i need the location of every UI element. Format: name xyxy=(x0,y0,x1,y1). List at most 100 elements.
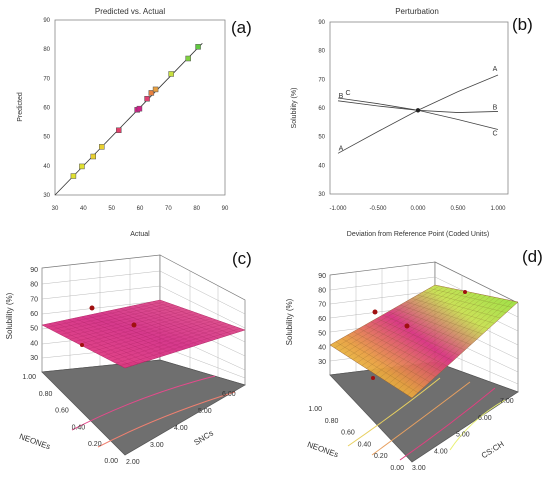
panel-d-xlabel: CS:CH xyxy=(480,439,506,460)
panel-b-y-tick-label: 90 xyxy=(318,20,325,26)
panel-b-xlabel: Deviation from Reference Point (Coded Un… xyxy=(347,231,489,238)
panel-d-y-tick-label: 1.00 xyxy=(308,406,322,413)
panel-a-data-point xyxy=(195,44,201,50)
panel-b-letter: (b) xyxy=(512,15,533,34)
panel-c-z-tick-label: 30 xyxy=(30,355,38,362)
panel-a-data-point xyxy=(99,144,105,150)
panel-a-fit-line xyxy=(54,43,203,196)
panel-a-x-tick-label: 90 xyxy=(222,206,229,212)
panel-d-ylabel: NEONEs xyxy=(306,440,340,460)
panel-a-y-tick-label: 50 xyxy=(43,135,50,141)
panel-d-z-tick-label: 30 xyxy=(318,359,326,366)
panel-a-x-tick-label: 50 xyxy=(108,206,115,212)
panel-a-y-tick-label: 70 xyxy=(43,76,50,82)
panel-b: Perturbation -1.000 -0.500 0.000 0.500 1.000… xyxy=(291,7,533,238)
panel-d-contour-3 xyxy=(399,387,496,461)
panel-c-contour-1 xyxy=(71,375,216,431)
panel-c-z-tick-label: 70 xyxy=(30,296,38,303)
panel-a-data-point xyxy=(136,105,143,112)
panel-b-y-tick-label: 70 xyxy=(318,77,325,83)
panel-a-data-point xyxy=(144,96,150,102)
panel-a-x-tick-label: 60 xyxy=(137,206,144,212)
panel-c-z-tick-label: 40 xyxy=(30,340,38,347)
panel-b-y-tick-label: 40 xyxy=(318,163,325,169)
panel-d-design-point xyxy=(463,290,467,294)
panel-c-y-tick-label: 1.00 xyxy=(22,374,36,381)
panel-a-y-tick-label: 60 xyxy=(43,106,50,112)
panel-c-design-point xyxy=(131,322,137,328)
panel-d-x-tick-label: 3.00 xyxy=(412,465,426,472)
panel-b-series-label-end: B xyxy=(493,104,498,111)
panel-a-data-point xyxy=(168,71,174,77)
panel-d-letter: (d) xyxy=(522,247,543,266)
panel-a-x-tick-label: 30 xyxy=(52,206,59,212)
panel-d-surface-mesh xyxy=(334,285,514,396)
panel-a-data-point xyxy=(70,173,77,179)
panel-a-data-point xyxy=(90,153,96,160)
panel-d-y-tick-label: 0.80 xyxy=(325,418,339,425)
panel-c-z-tick-label: 90 xyxy=(30,267,38,274)
panel-a-x-tick-label: 80 xyxy=(193,206,200,212)
panel-c-z-tick-label: 80 xyxy=(30,282,38,289)
panel-d-contour-1 xyxy=(347,377,441,447)
panel-d-x-tick-label: 5.00 xyxy=(456,432,470,439)
panel-a-ylabel: Predicted xyxy=(17,92,24,122)
panel-b-series-label-end: C xyxy=(492,131,497,138)
panel-c-y-tick-label: 0.40 xyxy=(72,424,86,431)
panel-d-y-tick-label: 0.40 xyxy=(358,441,372,448)
panel-d-z-tick-label: 90 xyxy=(318,273,326,280)
panel-a-y-tick-label: 90 xyxy=(43,18,50,24)
panel-a-data-point xyxy=(116,127,122,133)
panel-a-data-point xyxy=(148,90,155,96)
panel-c-z-tick-label: 50 xyxy=(30,326,38,333)
panel-b-y-tick-label: 30 xyxy=(318,192,325,198)
panel-b-title: Perturbation xyxy=(395,7,439,16)
panel-d-contour-2 xyxy=(371,381,471,456)
panel-d-z-tick-label: 60 xyxy=(318,316,326,323)
panel-d-design-point xyxy=(404,323,410,329)
panel-c-x-tick-label: 5.00 xyxy=(198,408,212,415)
panel-c-zlabel: Solubility (%) xyxy=(5,292,14,339)
panel-c-y-tick-label: 0.80 xyxy=(39,391,53,398)
panel-b-series-label-start: C xyxy=(345,90,350,97)
panel-b-series-label-start: B xyxy=(339,93,344,100)
panel-d-y-tick-label: 0.00 xyxy=(390,465,404,472)
panel-a-xlabel: Actual xyxy=(130,231,150,238)
panel-d-z-tick-label: 50 xyxy=(318,330,326,337)
panel-c-letter: (c) xyxy=(232,249,252,268)
panel-a-y-tick-label: 80 xyxy=(43,47,50,53)
panel-c-y-tick-label: 0.00 xyxy=(104,458,118,465)
panel-a-data-point xyxy=(79,163,85,170)
panel-c-z-tick-label: 60 xyxy=(30,311,38,318)
panel-b-x-tick-label: 1.000 xyxy=(490,206,506,212)
panel-a-letter: (a) xyxy=(231,18,252,37)
panel-b-x-tick-label: -0.500 xyxy=(369,206,387,212)
panel-b-ylabel: Solubility (%) xyxy=(291,88,298,129)
panel-d-z-tick-label: 40 xyxy=(318,345,326,352)
panel-b-x-tick-label: -1.000 xyxy=(329,206,347,212)
panel-c-ylabel: NEONEs xyxy=(18,432,52,452)
panel-c-surface-mesh xyxy=(46,301,241,367)
panel-b-plot-frame xyxy=(329,21,509,195)
panel-b-y-tick-label: 60 xyxy=(318,106,325,112)
panel-a-title: Predicted vs. Actual xyxy=(95,7,165,16)
panel-c-x-tick-label: 3.00 xyxy=(150,442,164,449)
panel-d-contour-4 xyxy=(449,399,506,451)
panel-d-design-point xyxy=(372,309,378,315)
panel-b-x-tick-label: 0.500 xyxy=(450,206,466,212)
panel-c-x-tick-label: 6.00 xyxy=(222,391,236,398)
panel-a-x-tick-label: 70 xyxy=(165,206,172,212)
panel-a-data-point xyxy=(185,55,191,62)
panel-b-y-tick-label: 50 xyxy=(318,135,325,141)
panel-b-series-a xyxy=(337,74,499,154)
panel-a-x-tick-label: 40 xyxy=(80,206,87,212)
panel-d-z-tick-label: 70 xyxy=(318,302,326,309)
panel-d-x-tick-label: 6.00 xyxy=(478,415,492,422)
panel-d-z-tick-label: 80 xyxy=(318,287,326,294)
panel-b-y-tick-label: 80 xyxy=(318,49,325,55)
panel-a-y-tick-label: 30 xyxy=(43,193,50,199)
panel-b-series-label-start: A xyxy=(339,145,344,152)
panel-b-x-tick-label: 0.000 xyxy=(410,206,426,212)
panel-c-y-tick-label: 0.20 xyxy=(88,441,102,448)
